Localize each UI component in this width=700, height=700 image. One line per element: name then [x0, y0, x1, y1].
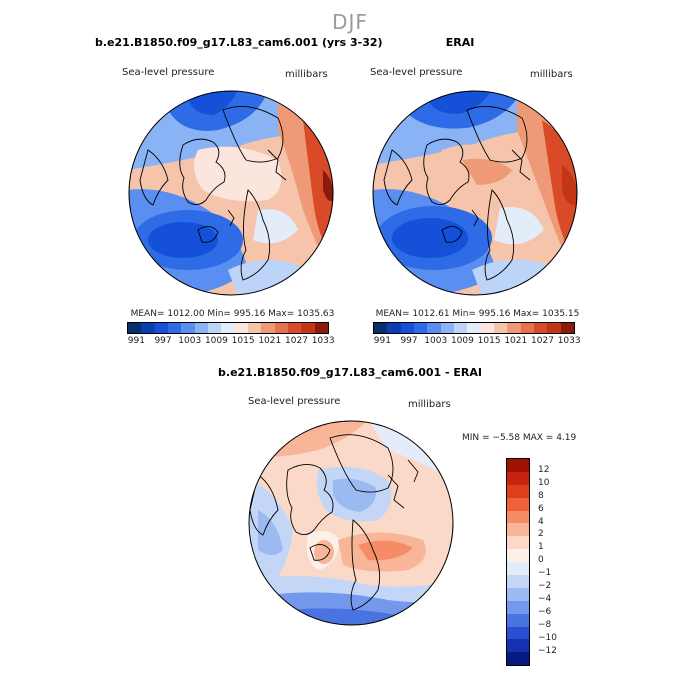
- colorbar-tick-label: 1021: [504, 336, 528, 346]
- colorbar-swatch: [520, 323, 534, 333]
- colorbar-swatch: [167, 323, 182, 333]
- colorbar-tick-label: 8: [538, 490, 544, 501]
- panel3-variable-label: Sea-level pressure: [248, 396, 341, 407]
- colorbar-swatch: [507, 536, 529, 550]
- colorbar-tick-label: 1033: [557, 336, 581, 346]
- colorbar-swatch: [221, 323, 235, 333]
- colorbar-tick-label: −6: [538, 606, 552, 617]
- panel1-stats: MEAN= 1012.00 Min= 995.16 Max= 1035.63: [130, 309, 335, 319]
- colorbar-swatch: [507, 652, 529, 666]
- colorbar-swatch: [453, 323, 468, 333]
- colorbar-swatch: [427, 323, 441, 333]
- panel3-colorbar: [506, 458, 530, 667]
- panel1-colorbar-ticks: 991 997 1003 1009 1015 1021 1027 1033: [123, 336, 337, 346]
- panel3-units-label: millibars: [408, 399, 451, 410]
- panel1-polar-map: [128, 90, 334, 296]
- colorbar-tick-label: 997: [154, 336, 172, 346]
- colorbar-tick-label: 991: [373, 336, 391, 346]
- colorbar-swatch: [374, 323, 388, 333]
- colorbar-swatch: [547, 323, 561, 333]
- colorbar-swatch: [274, 323, 288, 333]
- panel2-variable-label: Sea-level pressure: [370, 67, 463, 78]
- colorbar-swatch: [507, 626, 529, 640]
- colorbar-swatch: [507, 587, 529, 601]
- colorbar-swatch: [141, 323, 155, 333]
- colorbar-swatch: [234, 323, 248, 333]
- colorbar-swatch: [507, 549, 529, 563]
- colorbar-swatch: [507, 562, 529, 576]
- colorbar-tick-label: −2: [538, 581, 552, 591]
- colorbar-tick-label: 1015: [477, 336, 501, 346]
- colorbar-swatch: [507, 600, 529, 614]
- panel2-colorbar-ticks: 991 997 1003 1009 1015 1021 1027 1033: [369, 336, 583, 346]
- colorbar-swatch: [207, 323, 222, 333]
- panel2-polar-map: [372, 90, 578, 296]
- colorbar-swatch: [400, 323, 414, 333]
- colorbar-swatch: [507, 323, 521, 333]
- colorbar-tick-label: −1: [538, 568, 552, 579]
- colorbar-tick-label: 1009: [450, 336, 474, 346]
- colorbar-swatch: [387, 323, 401, 333]
- colorbar-swatch: [507, 613, 529, 627]
- colorbar-swatch: [507, 523, 529, 537]
- colorbar-tick-label: 6: [538, 503, 544, 514]
- colorbar-tick-label: 997: [400, 336, 418, 346]
- colorbar-tick-label: 1015: [231, 336, 255, 346]
- panel2-colorbar: [373, 322, 575, 334]
- panel1-units-label: millibars: [285, 69, 328, 80]
- colorbar-swatch: [247, 323, 262, 333]
- colorbar-swatch: [560, 323, 574, 333]
- colorbar-swatch: [301, 323, 315, 333]
- colorbar-swatch: [440, 323, 454, 333]
- colorbar-swatch: [507, 639, 529, 653]
- colorbar-swatch: [261, 323, 275, 333]
- colorbar-swatch: [507, 471, 529, 485]
- colorbar-tick-label: −12: [538, 645, 557, 656]
- colorbar-swatch: [507, 497, 529, 511]
- colorbar-tick-label: 1033: [311, 336, 335, 346]
- colorbar-swatch: [128, 323, 142, 333]
- colorbar-tick-label: 2: [538, 529, 544, 540]
- panel3-polar-map: [248, 420, 454, 626]
- panel1-colorbar: [127, 322, 329, 334]
- colorbar-tick-label: 1009: [204, 336, 228, 346]
- colorbar-tick-label: 0: [538, 555, 544, 566]
- colorbar-tick-label: 10: [538, 477, 550, 488]
- colorbar-swatch: [507, 459, 529, 472]
- panel3-stats: MIN = −5.58 MAX = 4.19: [462, 433, 577, 443]
- colorbar-swatch: [287, 323, 302, 333]
- panel2-stats: MEAN= 1012.61 Min= 995.16 Max= 1035.15: [375, 309, 580, 319]
- panel2-units-label: millibars: [530, 69, 573, 80]
- colorbar-tick-label: 1027: [285, 336, 308, 346]
- colorbar-tick-label: −8: [538, 619, 552, 630]
- colorbar-swatch: [507, 510, 529, 524]
- colorbar-swatch: [181, 323, 195, 333]
- panel2-title: ERAI: [445, 36, 475, 49]
- colorbar-tick-label: 4: [538, 516, 544, 527]
- colorbar-swatch: [194, 323, 208, 333]
- colorbar-swatch: [480, 323, 494, 333]
- colorbar-tick-label: 1: [538, 542, 544, 553]
- colorbar-swatch: [507, 575, 529, 588]
- colorbar-tick-label: 1027: [531, 336, 554, 346]
- colorbar-swatch: [533, 323, 548, 333]
- colorbar-swatch: [314, 323, 328, 333]
- colorbar-tick-label: 1003: [178, 336, 202, 346]
- panel1-title: b.e21.B1850.f09_g17.L83_cam6.001 (yrs 3-…: [95, 36, 383, 49]
- colorbar-tick-label: 991: [127, 336, 145, 346]
- colorbar-swatch: [507, 484, 529, 498]
- colorbar-tick-label: −10: [538, 632, 557, 643]
- colorbar-tick-label: 1021: [258, 336, 282, 346]
- panel3-title: b.e21.B1850.f09_g17.L83_cam6.001 - ERAI: [218, 366, 482, 379]
- colorbar-swatch: [467, 323, 481, 333]
- panel1-variable-label: Sea-level pressure: [122, 67, 215, 78]
- colorbar-swatch: [493, 323, 508, 333]
- colorbar-tick-label: 12: [538, 464, 550, 475]
- colorbar-tick-label: −4: [538, 593, 552, 604]
- colorbar-tick-label: 1003: [424, 336, 448, 346]
- figure-title: DJF: [332, 10, 368, 34]
- colorbar-swatch: [413, 323, 428, 333]
- colorbar-swatch: [154, 323, 168, 333]
